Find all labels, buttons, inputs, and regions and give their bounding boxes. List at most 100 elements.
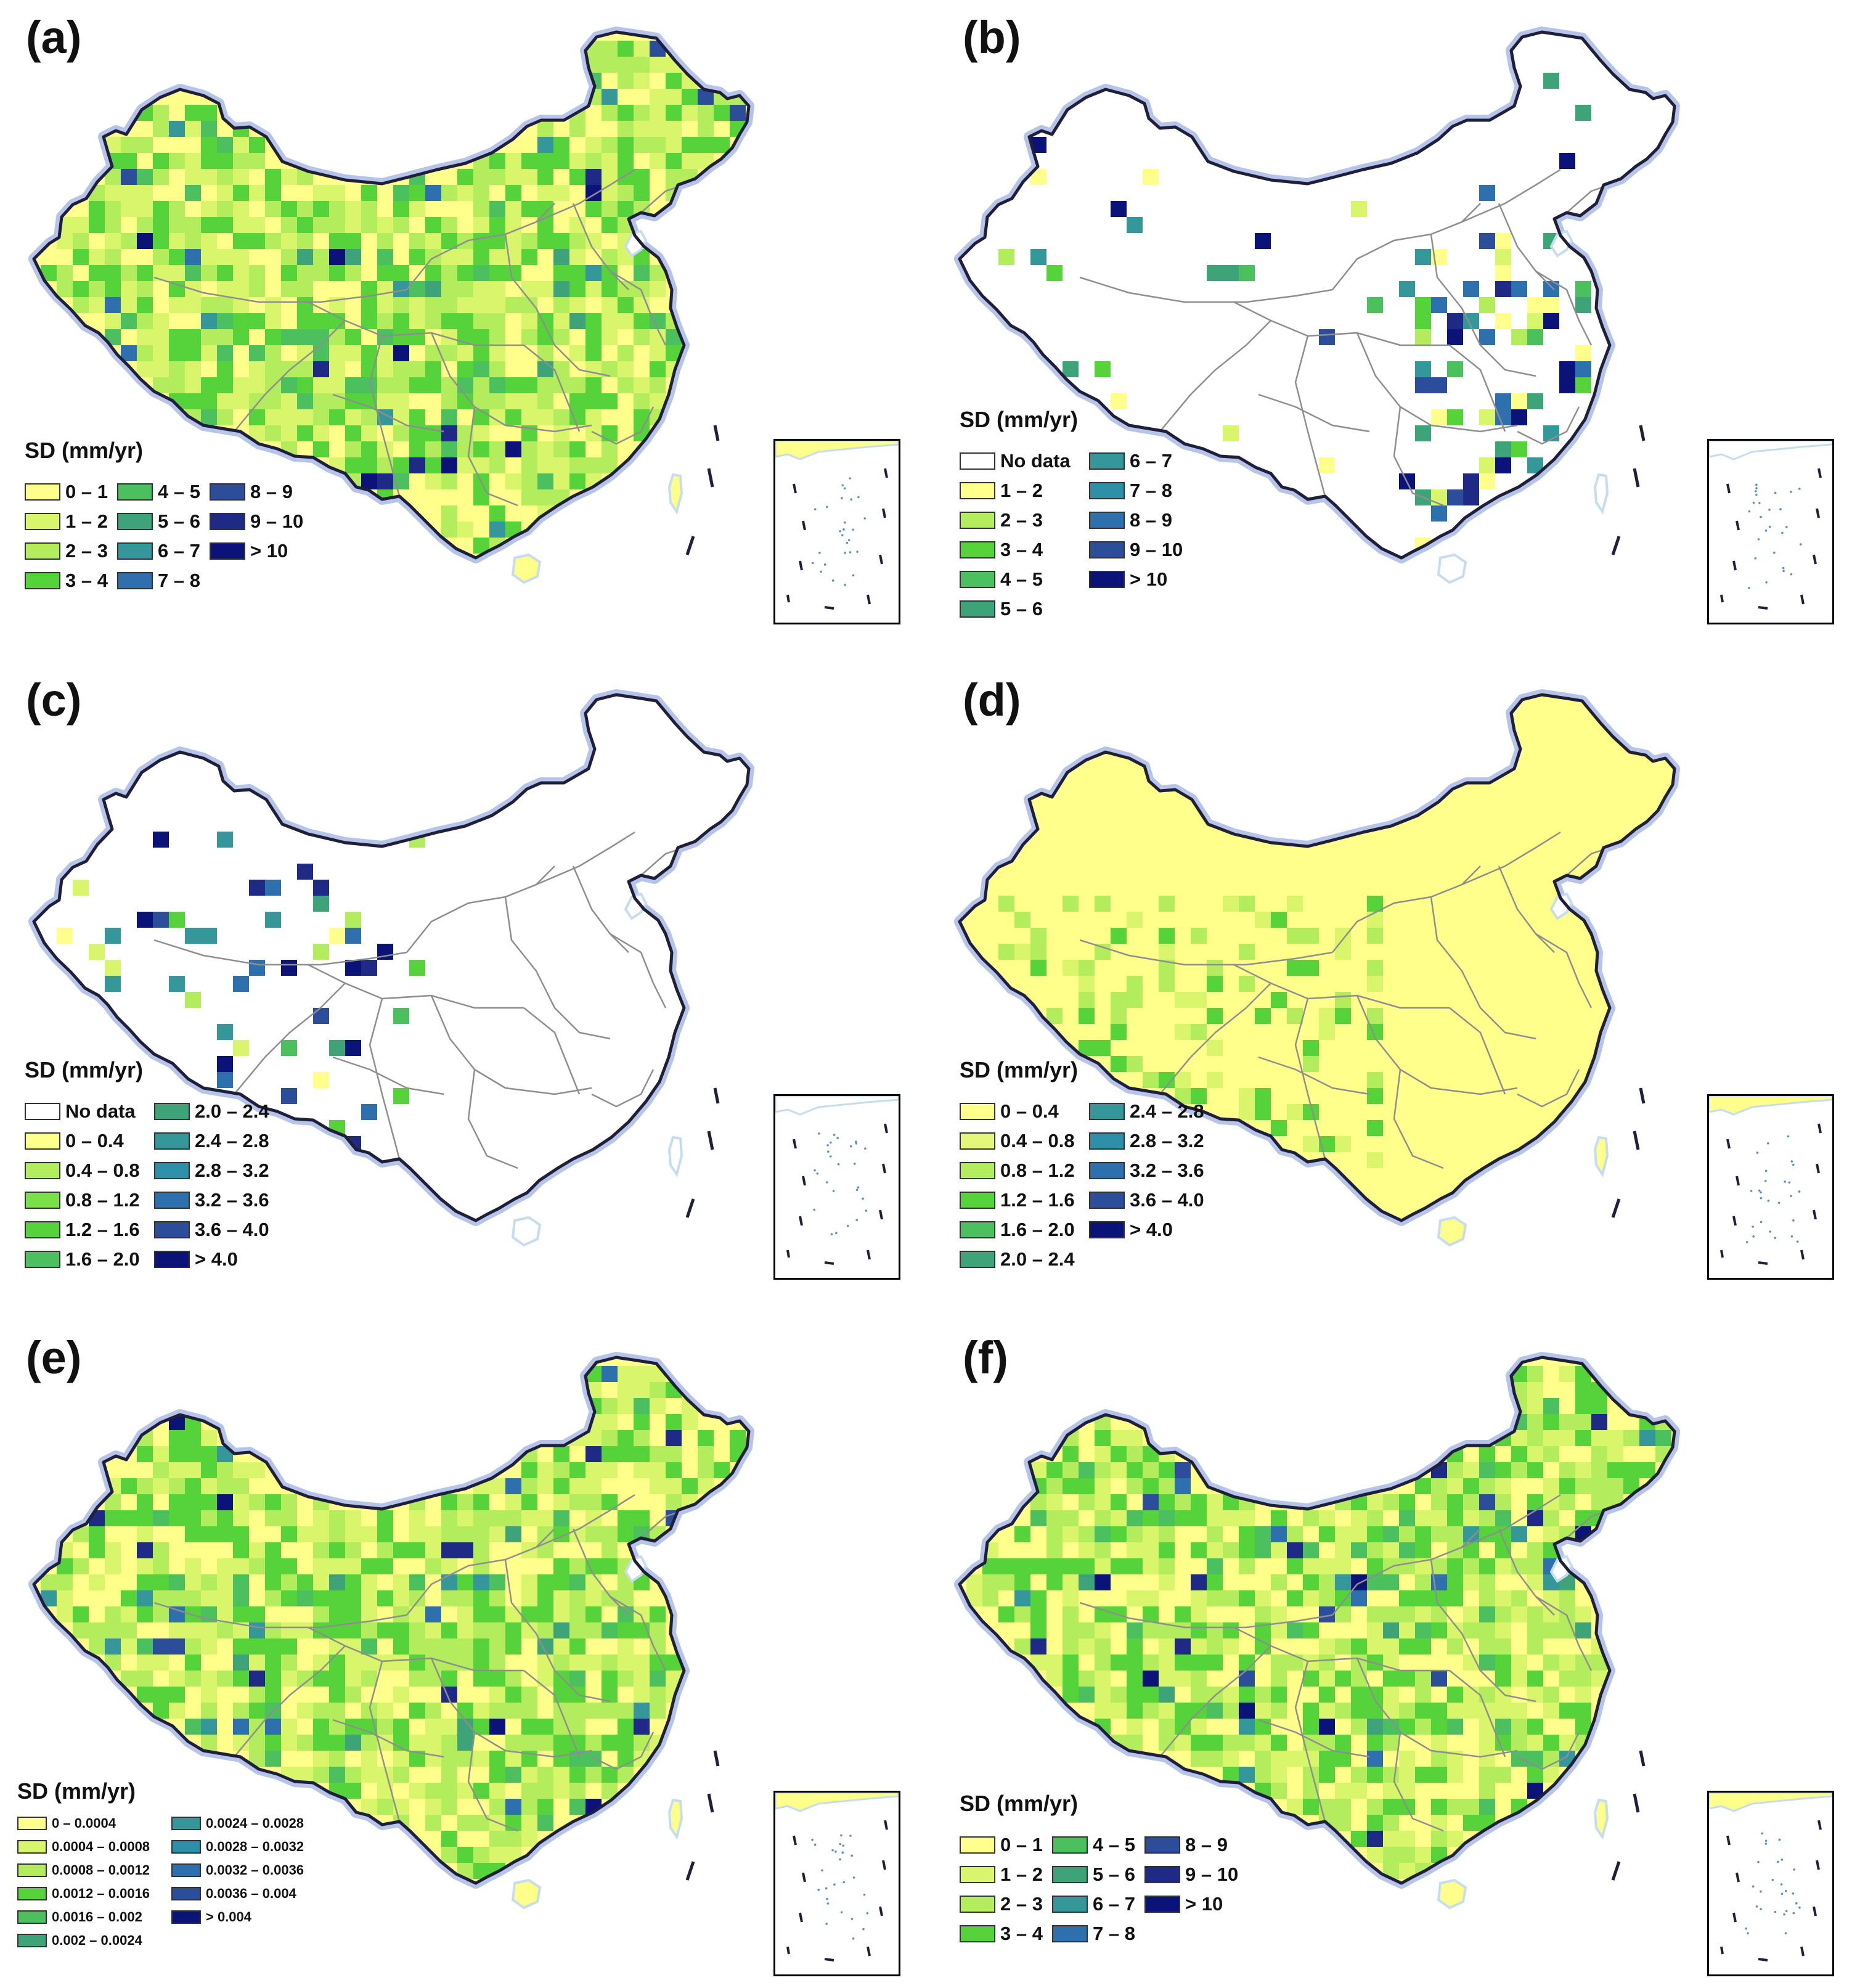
raster-cell <box>1095 1558 1111 1574</box>
raster-cell <box>441 473 457 489</box>
raster-cell <box>521 169 537 185</box>
raster-cell <box>569 185 585 201</box>
raster-cell <box>297 1574 313 1590</box>
raster-cell <box>1063 361 1079 377</box>
raster-cell <box>1223 1735 1239 1751</box>
raster-cell <box>1127 992 1143 1008</box>
raster-cell <box>537 217 553 233</box>
raster-cell <box>265 880 281 896</box>
raster-cell <box>521 489 537 505</box>
raster-cell <box>137 265 153 281</box>
raster-cell <box>441 1638 457 1655</box>
raster-cell <box>377 1622 393 1638</box>
raster-cell <box>1479 297 1495 313</box>
raster-cell <box>1095 896 1111 912</box>
raster-cell <box>569 281 585 297</box>
legend-item: 3 – 4 <box>960 539 1043 561</box>
raster-cell <box>121 1655 137 1671</box>
raster-cell <box>1463 1687 1479 1703</box>
raster-cell <box>1239 1751 1255 1767</box>
legend-swatch <box>1052 1836 1088 1854</box>
raster-cell <box>425 1590 441 1606</box>
raster-cell <box>585 313 602 329</box>
raster-cell <box>650 1446 666 1462</box>
province-boundary <box>1258 393 1370 433</box>
legend-item: 3.6 – 4.0 <box>1089 1189 1204 1211</box>
raster-cell <box>169 1510 185 1526</box>
raster-cell <box>153 1687 169 1703</box>
raster-cell <box>1479 1446 1495 1462</box>
raster-cell <box>185 377 201 393</box>
legend-label: 7 – 8 <box>1130 480 1172 501</box>
raster-cell <box>281 169 297 185</box>
raster-cell <box>1399 1831 1415 1847</box>
panel-label: (b) <box>963 12 1021 63</box>
raster-cell <box>89 1574 105 1590</box>
raster-cell <box>169 1494 185 1510</box>
legend-swatch <box>171 1863 201 1877</box>
raster-cell <box>233 1526 249 1542</box>
raster-cell <box>201 1574 217 1590</box>
raster-cell <box>361 185 377 201</box>
raster-cell <box>1367 912 1383 928</box>
raster-cell <box>297 1719 313 1735</box>
raster-cell <box>409 1703 425 1719</box>
raster-cell <box>89 944 105 960</box>
legend-label: 6 – 7 <box>158 540 200 562</box>
raster-cell <box>553 249 569 265</box>
raster-cell <box>650 137 666 153</box>
raster-cell <box>1079 1494 1095 1510</box>
raster-cell <box>982 1590 998 1606</box>
raster-cell <box>634 1398 650 1414</box>
raster-cell <box>361 1751 377 1767</box>
raster-cell <box>602 201 618 217</box>
raster-cell <box>105 1526 121 1542</box>
raster-cell <box>1511 1751 1527 1767</box>
raster-cell <box>521 1719 537 1735</box>
raster-cell <box>1575 377 1591 393</box>
raster-cell <box>361 1542 377 1558</box>
raster-cell <box>537 1687 553 1703</box>
raster-cell <box>569 1638 585 1655</box>
legend-item: 6 – 7 <box>117 540 200 562</box>
province-boundary <box>332 1719 444 1758</box>
raster-cell <box>650 361 666 377</box>
inset-dash <box>802 1176 806 1186</box>
raster-cell <box>1383 1767 1399 1783</box>
raster-cell <box>602 217 618 233</box>
raster-cell <box>457 1574 473 1590</box>
raster-cell <box>618 1398 634 1414</box>
raster-cell <box>457 1671 473 1687</box>
raster-cell <box>521 1655 537 1671</box>
raster-cell <box>73 281 89 297</box>
raster-cell <box>1207 1494 1223 1510</box>
sea-boundary-dash <box>1639 1087 1646 1104</box>
raster-cell <box>1367 1072 1383 1088</box>
raster-cell <box>602 1622 618 1638</box>
raster-cell <box>441 489 457 505</box>
raster-cell <box>217 249 233 265</box>
raster-cell <box>281 1526 297 1542</box>
raster-cell <box>393 249 409 265</box>
raster-cell <box>1447 1462 1463 1478</box>
inset-dash <box>824 1261 834 1265</box>
inset-island <box>835 1232 838 1235</box>
raster-cell <box>121 1671 137 1687</box>
raster-cell <box>281 1606 297 1622</box>
raster-cell <box>1495 1767 1511 1783</box>
raster-cell <box>297 1542 313 1558</box>
raster-cell <box>473 441 489 457</box>
sea-boundary-dash <box>1633 468 1640 488</box>
raster-cell <box>489 1783 505 1799</box>
raster-cell <box>169 169 185 185</box>
inset-island <box>851 1918 854 1920</box>
raster-cell <box>121 1606 137 1622</box>
raster-cell <box>1527 313 1543 329</box>
raster-cell <box>329 201 345 217</box>
raster-cell <box>441 185 457 201</box>
raster-cell <box>1143 1542 1159 1558</box>
raster-cell <box>650 1430 666 1446</box>
raster-cell <box>569 313 585 329</box>
raster-cell <box>1030 1638 1046 1655</box>
raster-cell <box>105 1510 121 1526</box>
